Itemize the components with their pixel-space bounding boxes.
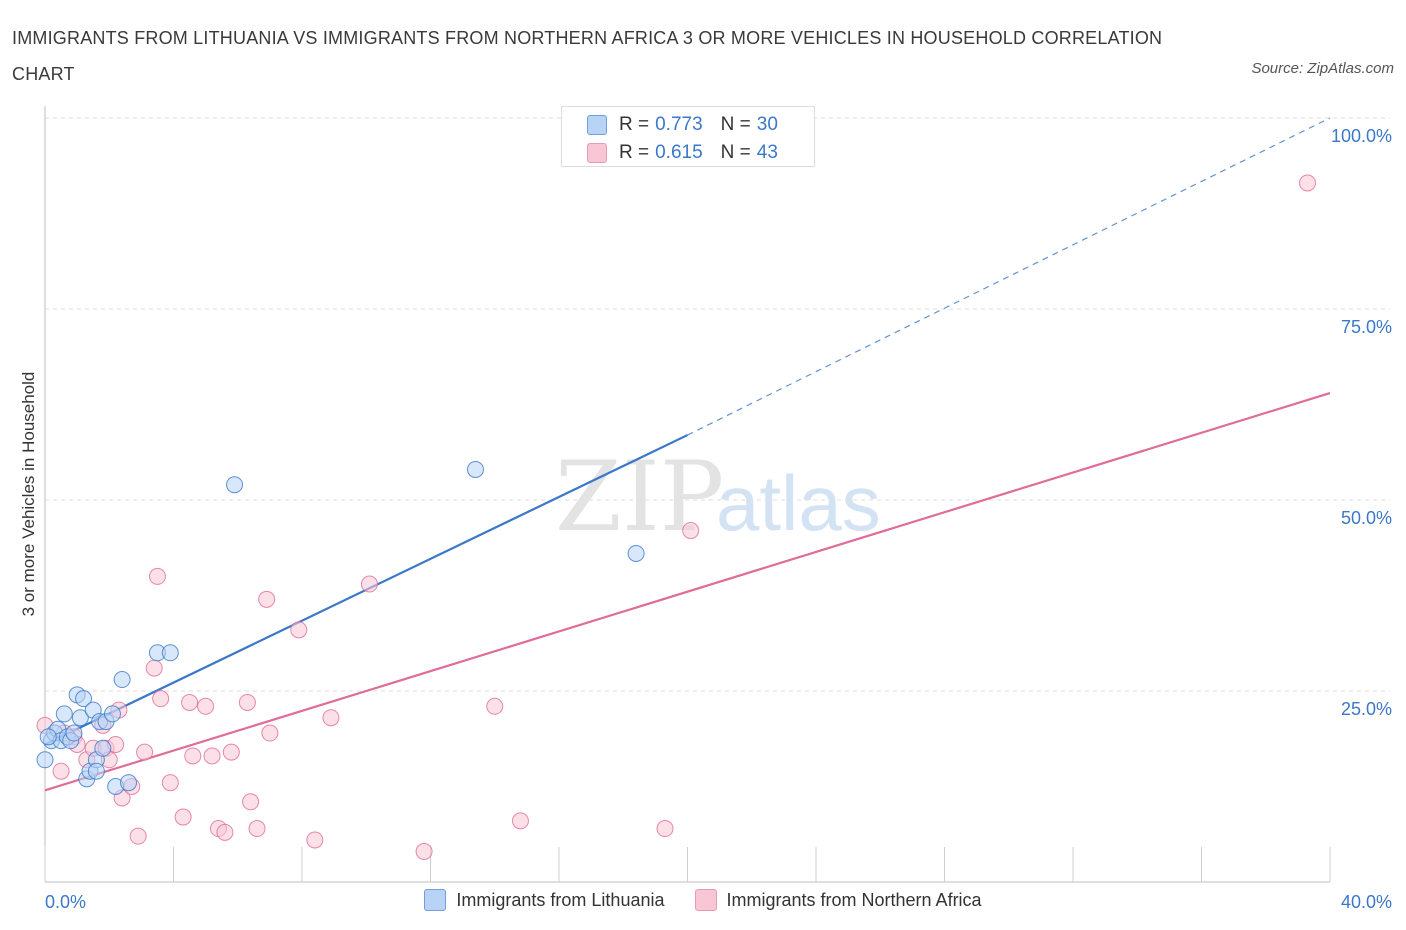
y-tick-label: 25.0% <box>1341 699 1392 719</box>
legend-swatch-lithuania <box>424 889 447 911</box>
data-points <box>36 174 1317 860</box>
legend-item-lithuania[interactable]: Immigrants from Lithuania <box>424 889 665 911</box>
point-northern-africa <box>184 747 202 765</box>
point-northern-africa <box>145 659 163 677</box>
legend: Immigrants from Lithuania Immigrants fro… <box>0 889 1406 911</box>
point-northern-africa <box>290 621 308 639</box>
point-northern-africa <box>242 793 260 811</box>
point-northern-africa <box>248 820 266 838</box>
point-northern-africa <box>203 747 221 765</box>
point-northern-africa <box>181 693 199 711</box>
point-lithuania <box>75 690 93 708</box>
stats-row-northern-africa: R = 0.615 N = 43 <box>587 140 778 166</box>
point-lithuania <box>226 476 244 494</box>
point-lithuania <box>71 709 89 727</box>
point-northern-africa <box>360 575 378 593</box>
n-label: N = <box>720 114 751 135</box>
r-label: R = <box>619 142 650 163</box>
point-northern-africa <box>136 743 154 761</box>
y-tick-label: 100.0% <box>1331 126 1392 146</box>
point-lithuania <box>161 644 179 662</box>
source-label: Source: ZipAtlas.com <box>1251 60 1394 77</box>
x-tick-label-max: 40.0% <box>1341 892 1392 912</box>
point-lithuania <box>466 460 484 478</box>
point-northern-africa <box>258 590 276 608</box>
r-label: R = <box>619 114 650 135</box>
point-northern-africa <box>129 827 147 845</box>
legend-label-northern-africa: Immigrants from Northern Africa <box>726 889 982 910</box>
x-tick-label-min: 0.0% <box>45 892 86 912</box>
point-lithuania <box>87 762 105 780</box>
stats-swatch-lithuania <box>587 115 607 135</box>
point-northern-africa <box>261 724 279 742</box>
trend-line-lithuania-extension <box>687 117 1331 436</box>
point-northern-africa <box>1299 174 1317 192</box>
point-lithuania <box>65 724 83 742</box>
legend-label-lithuania: Immigrants from Lithuania <box>456 889 665 910</box>
point-northern-africa <box>197 697 215 715</box>
n-label: N = <box>720 142 751 163</box>
point-northern-africa <box>322 709 340 727</box>
point-northern-africa <box>222 743 240 761</box>
point-northern-africa <box>52 762 70 780</box>
point-northern-africa <box>486 697 504 715</box>
point-northern-africa <box>216 823 234 841</box>
point-lithuania <box>39 728 57 746</box>
point-northern-africa <box>682 522 700 540</box>
point-northern-africa <box>148 567 166 585</box>
trend-line-northern-africa <box>44 391 1331 792</box>
point-northern-africa <box>161 774 179 792</box>
point-northern-africa <box>511 812 529 830</box>
point-lithuania <box>627 544 645 562</box>
watermark-atlas: atlas <box>716 459 881 547</box>
legend-swatch-northern-africa <box>694 889 717 911</box>
stats-row-lithuania: R = 0.773 N = 30 <box>587 112 778 138</box>
point-northern-africa <box>656 820 674 838</box>
tick-labels: 25.0% 50.0% 75.0% 100.0% 0.0% 40.0% <box>45 126 1392 912</box>
r-value-northern-africa: 0.615 <box>655 142 703 163</box>
point-lithuania <box>120 774 138 792</box>
y-tick-label: 75.0% <box>1341 317 1392 337</box>
legend-item-northern-africa[interactable]: Immigrants from Northern Africa <box>694 889 982 911</box>
point-lithuania <box>55 705 73 723</box>
point-northern-africa <box>415 842 433 860</box>
chart-title: IMMIGRANTS FROM LITHUANIA VS IMMIGRANTS … <box>12 28 1163 84</box>
point-northern-africa <box>174 808 192 826</box>
stats-swatch-northern-africa <box>587 143 607 163</box>
stats-box: R = 0.773 N = 30 R = 0.615 N = 43 <box>561 106 815 167</box>
y-tick-label: 50.0% <box>1341 508 1392 528</box>
point-northern-africa <box>306 831 324 849</box>
y-axis-label: 3 or more Vehicles in Household <box>19 372 38 617</box>
point-lithuania <box>36 751 54 769</box>
point-lithuania <box>94 739 112 757</box>
point-northern-africa <box>152 690 170 708</box>
point-lithuania <box>103 705 121 723</box>
gridlines <box>45 117 1390 692</box>
point-northern-africa <box>238 693 256 711</box>
n-value-lithuania: 30 <box>756 114 778 135</box>
point-lithuania <box>113 671 131 689</box>
n-value-northern-africa: 43 <box>756 142 778 163</box>
r-value-lithuania: 0.773 <box>655 114 703 135</box>
